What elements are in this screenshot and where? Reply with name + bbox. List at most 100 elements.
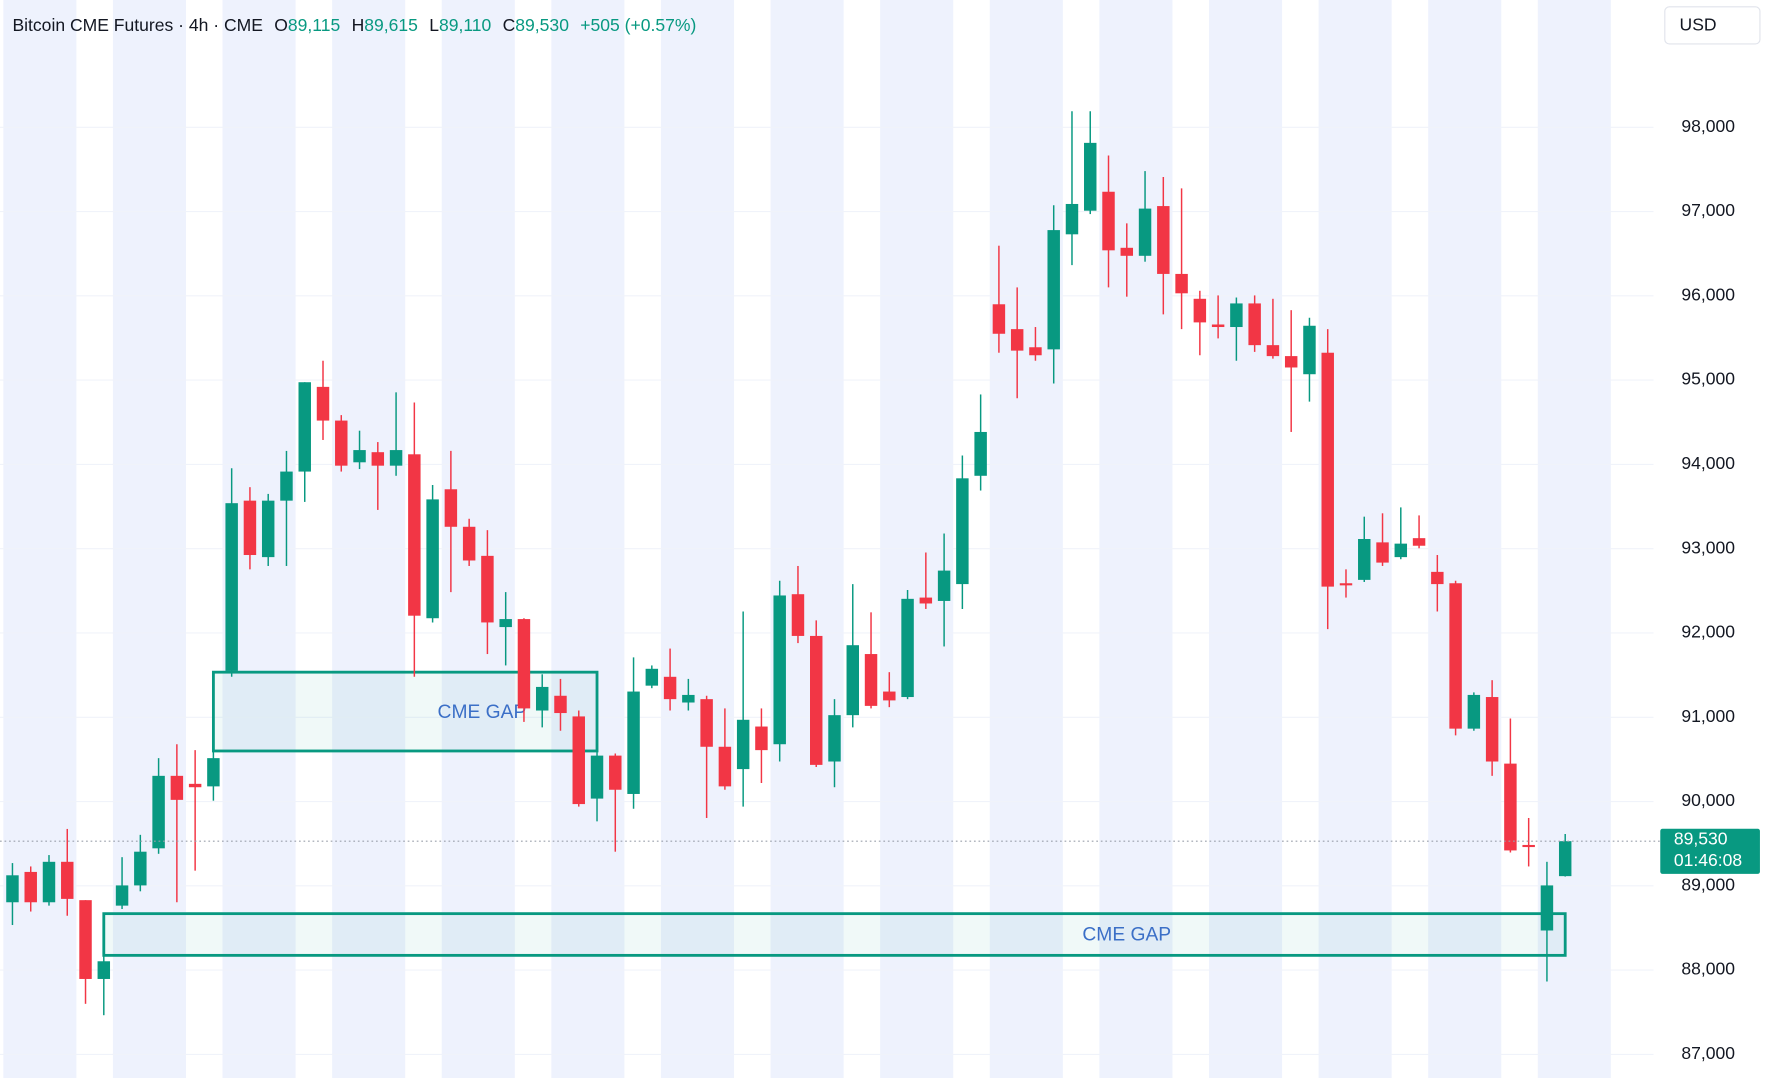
chart-title: Bitcoin CME Futures · 4h · CME [12,15,262,35]
candle-body [791,594,805,636]
ohlc-value: 89,110 [439,15,492,35]
candle-body [956,478,969,585]
candle-body [1449,583,1462,729]
candle-body [371,452,385,466]
candle-body [188,783,202,788]
candle-body [700,699,713,747]
candle-body [42,861,56,903]
candle-body [810,635,823,765]
ohlc-key: C [503,15,516,35]
y-tick-label: 87,000 [1681,1043,1735,1063]
y-tick-label: 93,000 [1681,537,1735,557]
candle-body [61,861,74,899]
candle-body [1084,142,1097,211]
candle-body [1358,539,1371,580]
session-bands [3,0,1611,1078]
candle-body [280,471,293,501]
candle-body [298,382,311,472]
candle-body [883,691,896,701]
candle-body [481,555,494,623]
candle-body [517,619,531,709]
chart-header: Bitcoin CME Futures · 4h · CME O89,115 H89… [12,15,696,35]
y-tick-label: 97,000 [1681,200,1735,220]
candle-body [1175,273,1188,294]
ohlc-value: 89,115 [288,15,340,35]
candle-body [1376,542,1389,563]
ohlc-key: L [429,15,439,35]
candle-body [1485,697,1499,762]
candle-body [353,450,366,463]
session-band [332,0,406,1078]
candle-body [846,645,859,716]
candle-body [1120,247,1134,256]
candle-body [389,450,403,466]
candle-body [1394,543,1408,558]
candle-body [1065,203,1079,235]
y-tick-label: 91,000 [1681,706,1735,726]
y-tick-label: 90,000 [1681,790,1735,810]
candle-body [79,900,92,979]
candle-body [1467,694,1481,729]
candle-body [773,595,786,745]
candle-body [1412,538,1426,546]
candle-body [1266,345,1280,357]
gap-zone [102,912,1567,957]
candle-body [901,598,914,698]
grid [0,126,1654,1055]
currency-box[interactable] [1664,6,1761,45]
candle-body [316,386,330,421]
candle-body [462,526,476,561]
session-band [770,0,844,1078]
candle-body [115,885,129,906]
y-tick-label: 95,000 [1681,369,1735,389]
candle-body [1321,352,1334,587]
change: +505 (+0.57%) [580,15,696,35]
countdown: 01:46:08 [1674,850,1742,870]
candle-body [572,716,585,805]
currency[interactable]: USD [1680,15,1717,35]
session-band [660,0,735,1078]
y-tick-label: 94,000 [1681,453,1735,473]
candle-body [6,875,19,903]
candle-body [974,431,987,476]
candle-body [408,454,421,616]
candle-body [1029,347,1042,356]
session-band [989,0,1063,1078]
candle-body [1284,356,1298,368]
last-price-tag [1660,828,1760,874]
candle-body [1193,298,1207,323]
price-axis: 87,000 88,000 89,000 90,000 91,000 92,000 93,0… [1681,116,1735,1063]
ohlc-value: 89,530 [515,15,569,35]
session-band [1099,0,1173,1078]
ohlc-key: O [274,15,288,35]
candle-body [663,676,677,700]
candle-body [261,500,275,558]
session-band [880,0,954,1078]
ohlc-key: H [352,15,365,35]
candle-body [992,304,1006,334]
candle-body [1540,885,1554,931]
candle-body [1010,329,1024,351]
candle-body [1504,763,1517,851]
gap-label: CME GAP [438,702,527,723]
candle-body [864,654,878,706]
candle-body [554,695,567,714]
ohlc-value: 89,615 [364,15,418,35]
y-tick-label: 89,000 [1681,874,1735,894]
candle-body [243,500,257,556]
candle-body [609,755,622,790]
candle-body [1230,303,1243,328]
candle-body [535,686,549,711]
candle-body [444,489,458,527]
y-tick-label: 88,000 [1681,959,1735,979]
candle-body [1211,324,1225,328]
session-band [551,0,625,1078]
candle-body [225,503,238,671]
candle-body [590,755,604,799]
candle-body [1157,206,1170,274]
candle-body [682,694,695,703]
candle-body [736,719,750,770]
y-tick-label: 92,000 [1681,622,1735,642]
